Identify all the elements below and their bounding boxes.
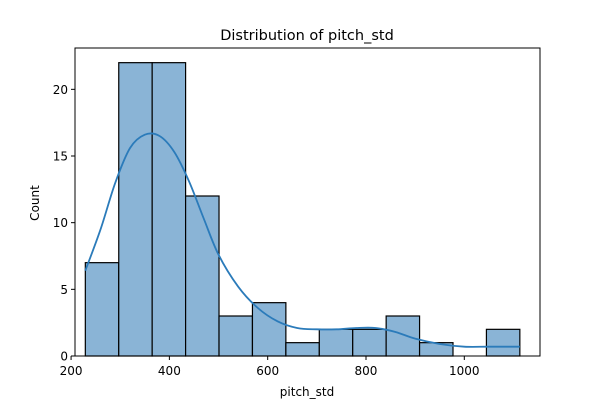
x-axis-ticks: 200 400 600 800 1000 bbox=[60, 356, 480, 378]
chart-title: Distribution of pitch_std bbox=[220, 28, 394, 44]
x-axis-label: pitch_std bbox=[280, 385, 334, 399]
y-tick-label: 10 bbox=[53, 216, 68, 230]
y-axis-ticks: 0 5 10 15 20 bbox=[53, 83, 75, 364]
x-tick-label: 400 bbox=[158, 364, 181, 378]
histogram-bar bbox=[151, 62, 187, 357]
histogram-bar bbox=[251, 302, 287, 357]
y-tick-label: 15 bbox=[53, 150, 68, 164]
histogram-bar bbox=[352, 328, 387, 357]
x-tick-label: 1000 bbox=[449, 364, 480, 378]
histogram-bar bbox=[118, 62, 153, 357]
y-tick-label: 0 bbox=[60, 350, 68, 364]
histogram-bar bbox=[218, 315, 254, 357]
x-tick-label: 800 bbox=[355, 364, 378, 378]
histogram-bar bbox=[385, 315, 421, 357]
histogram-bar bbox=[84, 262, 120, 357]
y-tick-label: 20 bbox=[53, 83, 68, 97]
y-axis-label: Count bbox=[28, 185, 42, 221]
kde-curve bbox=[84, 132, 520, 348]
histogram-bar bbox=[184, 195, 220, 357]
histogram-bar bbox=[285, 342, 320, 357]
plot-frame bbox=[74, 47, 541, 357]
y-tick-label: 5 bbox=[60, 283, 68, 297]
histogram-bar bbox=[318, 328, 354, 357]
x-tick-label: 200 bbox=[60, 364, 83, 378]
x-tick-label: 600 bbox=[256, 364, 279, 378]
histogram-bar bbox=[485, 328, 521, 357]
histogram-bars bbox=[84, 62, 521, 357]
